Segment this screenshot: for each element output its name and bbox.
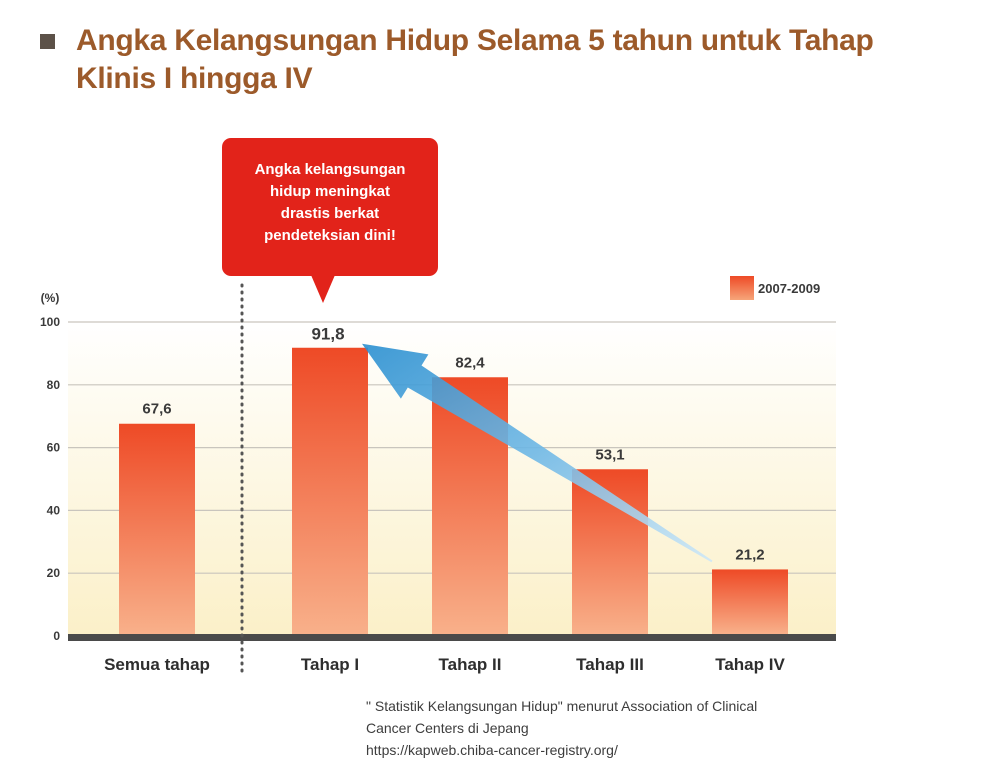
bar <box>119 423 195 634</box>
bar <box>292 347 368 634</box>
y-axis-label: (%) <box>41 291 60 305</box>
bar-value-label: 21,2 <box>735 546 764 563</box>
callout-line: hidup meningkat <box>270 183 390 200</box>
x-category-label: Tahap IV <box>715 655 785 674</box>
bar-value-label: 82,4 <box>455 354 485 371</box>
source-note: " Statistik Kelangsungan Hidup" menurut … <box>366 695 846 761</box>
x-category-label: Tahap I <box>301 655 359 674</box>
title-bullet-icon <box>40 34 55 49</box>
source-line: Cancer Centers di Jepang <box>366 720 529 736</box>
y-tick-label: 40 <box>47 503 61 517</box>
page-title: Angka Kelangsungan Hidup Selama 5 tahun … <box>76 24 874 95</box>
legend-label: 2007-2009 <box>758 281 821 296</box>
x-category-label: Tahap II <box>439 655 502 674</box>
y-tick-label: 100 <box>40 315 60 329</box>
source-line: " Statistik Kelangsungan Hidup" menurut … <box>366 698 758 714</box>
trend-arrow-icon <box>362 343 713 563</box>
bar-value-label: 53,1 <box>595 446 624 463</box>
y-tick-label: 0 <box>53 629 60 643</box>
callout-pointer-icon <box>311 275 335 303</box>
callout-box: Angka kelangsungan hidup meningkat drast… <box>222 138 438 276</box>
bar-value-label: 67,6 <box>142 401 171 418</box>
callout-line: pendeteksian dini! <box>264 227 396 244</box>
x-category-label: Semua tahap <box>104 655 210 674</box>
bar <box>712 569 788 634</box>
x-category-label: Tahap III <box>576 655 644 674</box>
callout-line: Angka kelangsungan <box>254 161 406 178</box>
source-link: https://kapweb.chiba-cancer-registry.org… <box>366 742 618 758</box>
bar-value-label: 91,8 <box>311 325 344 344</box>
x-axis-line <box>68 634 836 641</box>
y-tick-label: 60 <box>47 441 61 455</box>
y-tick-label: 20 <box>47 566 61 580</box>
y-tick-label: 80 <box>47 378 61 392</box>
callout-line: drastis berkat <box>280 205 380 222</box>
legend-swatch <box>730 276 754 300</box>
